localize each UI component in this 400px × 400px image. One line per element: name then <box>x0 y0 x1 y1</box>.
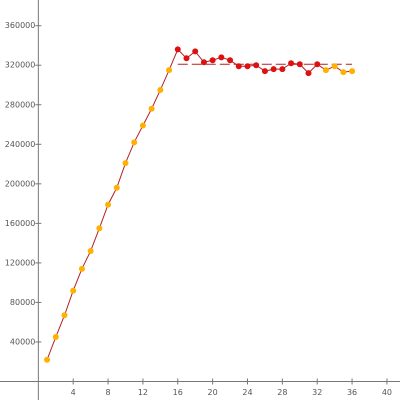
x-tick-label: 16 <box>173 388 183 397</box>
data-point <box>261 68 268 75</box>
x-tick-label: 40 <box>382 388 392 397</box>
data-point <box>349 68 356 75</box>
x-tick-label: 4 <box>71 388 76 397</box>
data-point <box>192 48 199 55</box>
data-point <box>113 184 120 191</box>
data-point <box>78 265 85 272</box>
data-point <box>70 287 77 294</box>
data-point <box>244 63 251 70</box>
data-point <box>166 67 173 74</box>
data-point <box>235 63 242 70</box>
data-point <box>305 70 312 77</box>
y-tick-label: 280000 <box>5 100 36 109</box>
data-point <box>183 55 190 62</box>
data-point <box>105 201 112 208</box>
data-point <box>279 66 286 73</box>
y-tick-label: 120000 <box>5 258 36 267</box>
data-point <box>200 59 207 66</box>
x-tick-label: 20 <box>208 388 218 397</box>
y-tick-label: 360000 <box>5 21 36 30</box>
data-point <box>44 356 51 363</box>
data-point <box>340 69 347 76</box>
data-point <box>209 57 216 64</box>
data-point <box>122 160 129 167</box>
data-point <box>96 225 103 232</box>
y-tick-label: 40000 <box>10 337 35 346</box>
data-point <box>174 46 181 53</box>
data-point <box>296 61 303 68</box>
x-tick-label: 8 <box>106 388 111 397</box>
data-point <box>270 66 277 73</box>
data-point <box>61 312 68 319</box>
data-point <box>218 54 225 61</box>
data-point <box>331 63 338 70</box>
data-point <box>139 122 146 129</box>
data-point <box>157 86 164 93</box>
data-point <box>227 57 234 64</box>
series-line <box>46 48 353 360</box>
data-point <box>253 62 260 69</box>
x-tick-label: 12 <box>138 388 148 397</box>
data-point <box>322 67 329 74</box>
data-point <box>288 60 295 67</box>
y-tick-label: 80000 <box>10 298 35 307</box>
y-tick-label: 240000 <box>5 140 36 149</box>
x-tick-label: 36 <box>347 388 357 397</box>
x-tick-label: 24 <box>242 388 252 397</box>
data-point <box>52 334 59 341</box>
data-point <box>148 105 155 112</box>
y-tick-label: 320000 <box>5 61 36 70</box>
x-tick-label: 32 <box>312 388 322 397</box>
y-tick-label: 160000 <box>5 219 36 228</box>
x-tick-label: 28 <box>277 388 287 397</box>
y-tick-label: 200000 <box>5 179 36 188</box>
data-point <box>314 61 321 68</box>
data-point <box>131 139 138 146</box>
data-point <box>87 248 94 255</box>
